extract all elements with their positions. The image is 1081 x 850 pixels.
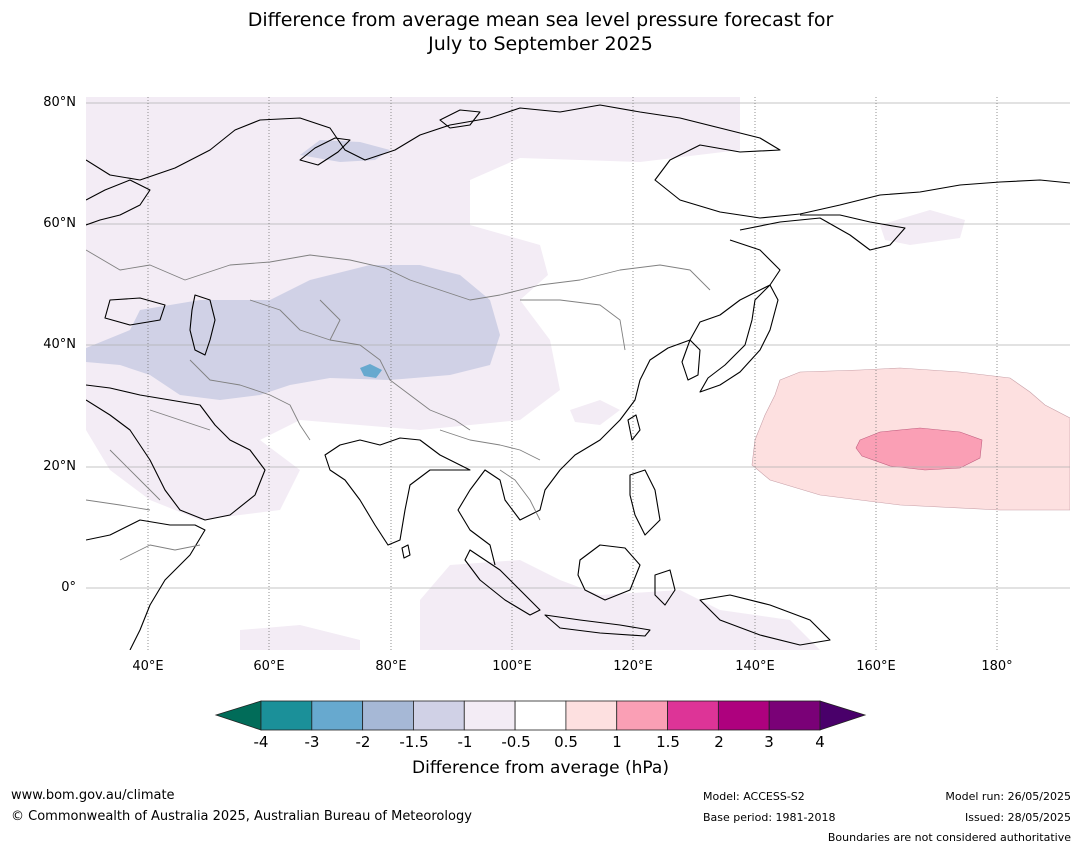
colorbar-segment xyxy=(667,700,719,731)
map-title: Difference from average mean sea level p… xyxy=(0,8,1081,56)
lon-tick-120e: 120°E xyxy=(613,659,653,674)
footer-disclaimer: Boundaries are not considered authoritat… xyxy=(827,831,1071,844)
colorbar-segment xyxy=(260,700,313,731)
colorbar-under-arrow xyxy=(214,700,262,731)
coastlines xyxy=(86,104,1070,650)
colorbar-label-n3: -3 xyxy=(304,733,320,751)
anomaly-area-tibet xyxy=(360,364,382,378)
anomaly-area-light-arabian-sea xyxy=(240,625,360,650)
colorbar-label-0-5: 0.5 xyxy=(554,733,578,751)
colorbar-segment xyxy=(616,700,668,731)
colorbar-segment xyxy=(565,700,618,731)
lon-tick-40e: 40°E xyxy=(132,659,164,674)
map-title-line2: July to September 2025 xyxy=(428,33,653,55)
colorbar-title: Difference from average (hPa) xyxy=(412,758,669,778)
colorbar-segments xyxy=(260,700,821,731)
colorbar-segment xyxy=(463,700,516,731)
anomaly-area-central-asia xyxy=(86,265,500,400)
colorbar-segment xyxy=(717,700,770,731)
graticule xyxy=(86,102,1070,589)
footer-model: Model: ACCESS-S2 xyxy=(703,790,805,803)
lon-tick-60e: 60°E xyxy=(253,659,285,674)
colorbar-label-1-5: 1.5 xyxy=(656,733,680,751)
map-title-line1: Difference from average mean sea level p… xyxy=(247,9,834,31)
footer-issued: Issued: 28/05/2025 xyxy=(964,811,1071,824)
anomaly-area-light-indochina xyxy=(570,400,620,425)
lat-tick-20n: 20°N xyxy=(43,459,76,474)
colorbar-segment xyxy=(413,700,465,731)
lon-tick-100e: 100°E xyxy=(492,659,532,674)
colorbar xyxy=(214,700,867,731)
colorbar-label-n2: -2 xyxy=(355,733,371,751)
lat-tick-40n: 40°N xyxy=(43,337,76,352)
footer-base-period: Base period: 1981-2018 xyxy=(703,811,836,824)
footer-model-run: Model run: 26/05/2025 xyxy=(945,790,1071,803)
lat-tick-60n: 60°N xyxy=(43,216,76,231)
colorbar-label-1: 1 xyxy=(612,733,622,751)
colorbar-label-2: 2 xyxy=(714,733,724,751)
colorbar-label-n0-5: -0.5 xyxy=(501,733,531,751)
anomaly-area-barents xyxy=(300,140,390,162)
lon-tick-140e: 140°E xyxy=(735,659,775,674)
colorbar-label-n4: -4 xyxy=(253,733,269,751)
anomaly-area-pacific-high-core xyxy=(855,427,983,471)
colorbar-over-arrow xyxy=(819,700,867,731)
lat-tick-0: 0° xyxy=(61,580,76,595)
colorbar-segment xyxy=(768,700,821,731)
map-panel xyxy=(86,97,1070,650)
anomaly-area-light-indian-ocean xyxy=(420,560,820,650)
footer-website[interactable]: www.bom.gov.au/climate xyxy=(11,788,175,803)
lat-tick-80n: 80°N xyxy=(43,95,76,110)
colorbar-segment xyxy=(514,700,567,731)
colorbar-label-4: 4 xyxy=(815,733,825,751)
colorbar-label-3: 3 xyxy=(764,733,774,751)
lon-tick-180: 180° xyxy=(981,659,1013,674)
country-borders xyxy=(86,249,711,561)
lon-tick-160e: 160°E xyxy=(856,659,896,674)
meridians xyxy=(147,97,998,650)
colorbar-label-n1: -1 xyxy=(457,733,473,751)
colorbar-segment xyxy=(362,700,414,731)
colorbar-segment xyxy=(311,700,364,731)
lon-tick-80e: 80°E xyxy=(375,659,407,674)
footer-copyright: © Commonwealth of Australia 2025, Austra… xyxy=(11,809,472,824)
colorbar-label-n1-5: -1.5 xyxy=(399,733,429,751)
anomaly-area-light-pacific xyxy=(880,210,965,245)
